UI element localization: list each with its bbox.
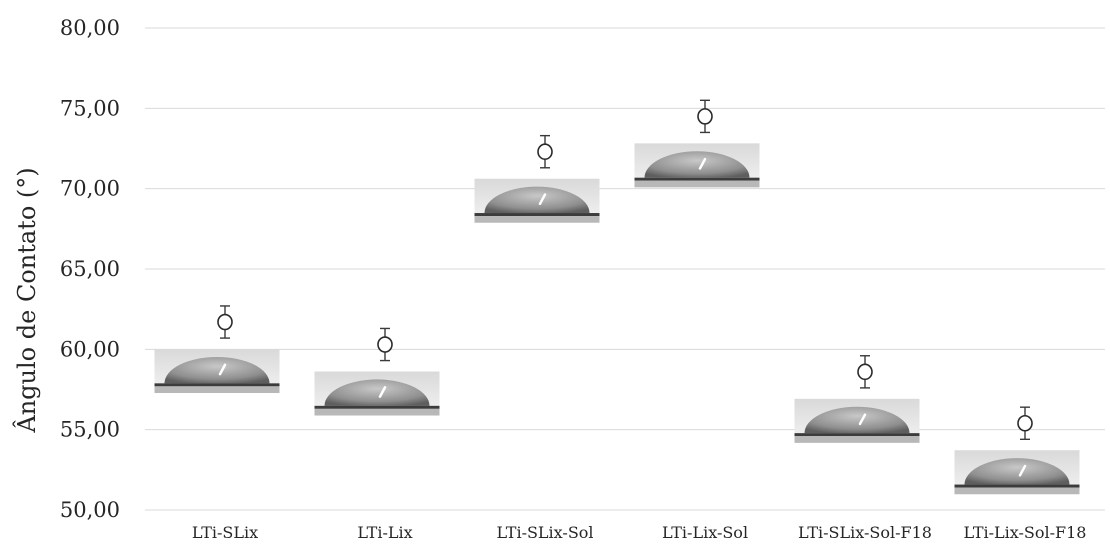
droplet-photos [154, 143, 1080, 495]
data-point [377, 327, 393, 362]
y-tick-label: 65,00 [60, 257, 120, 281]
x-category-label: LTi-Lix [357, 523, 412, 542]
data-points [217, 99, 1033, 441]
y-axis-title: Ângulo de Contato (°) [12, 167, 41, 433]
droplet-photo [794, 398, 920, 443]
droplet-photo [634, 143, 760, 188]
x-category-label: LTi-SLix-Sol [496, 523, 593, 542]
x-category-label: LTi-SLix-Sol-F18 [798, 523, 932, 542]
data-point [697, 99, 713, 134]
x-axis-categories: LTi-SLix LTi-Lix LTi-SLix-Sol LTi-Lix-Sol LT… [192, 523, 1087, 542]
y-tick-label: 80,00 [60, 16, 120, 40]
point-marker [217, 313, 233, 331]
droplet-photo [154, 349, 280, 394]
point-marker [697, 108, 713, 125]
y-tick-label: 60,00 [60, 337, 120, 361]
y-tick-label: 55,00 [60, 418, 120, 442]
data-point [537, 134, 553, 169]
droplet-photo [954, 450, 1080, 495]
droplet-photo [314, 371, 440, 416]
data-point [857, 355, 873, 389]
y-tick-label: 70,00 [60, 177, 120, 201]
gridlines [145, 27, 1105, 511]
point-marker [377, 336, 393, 353]
y-tick-label: 75,00 [60, 96, 120, 120]
data-point [1017, 406, 1033, 441]
point-marker [537, 143, 553, 161]
y-tick-label: 50,00 [60, 498, 120, 522]
x-category-label: LTi-Lix-Sol-F18 [964, 523, 1087, 542]
x-category-label: LTi-Lix-Sol [662, 523, 748, 542]
y-axis-ticks: 50,00 55,00 60,00 65,00 70,00 75,00 80,00 [60, 16, 120, 522]
droplet-photo [474, 178, 600, 223]
x-category-label: LTi-SLix [192, 523, 258, 542]
point-marker [857, 363, 873, 381]
point-marker [1017, 414, 1033, 432]
data-point [217, 305, 233, 339]
